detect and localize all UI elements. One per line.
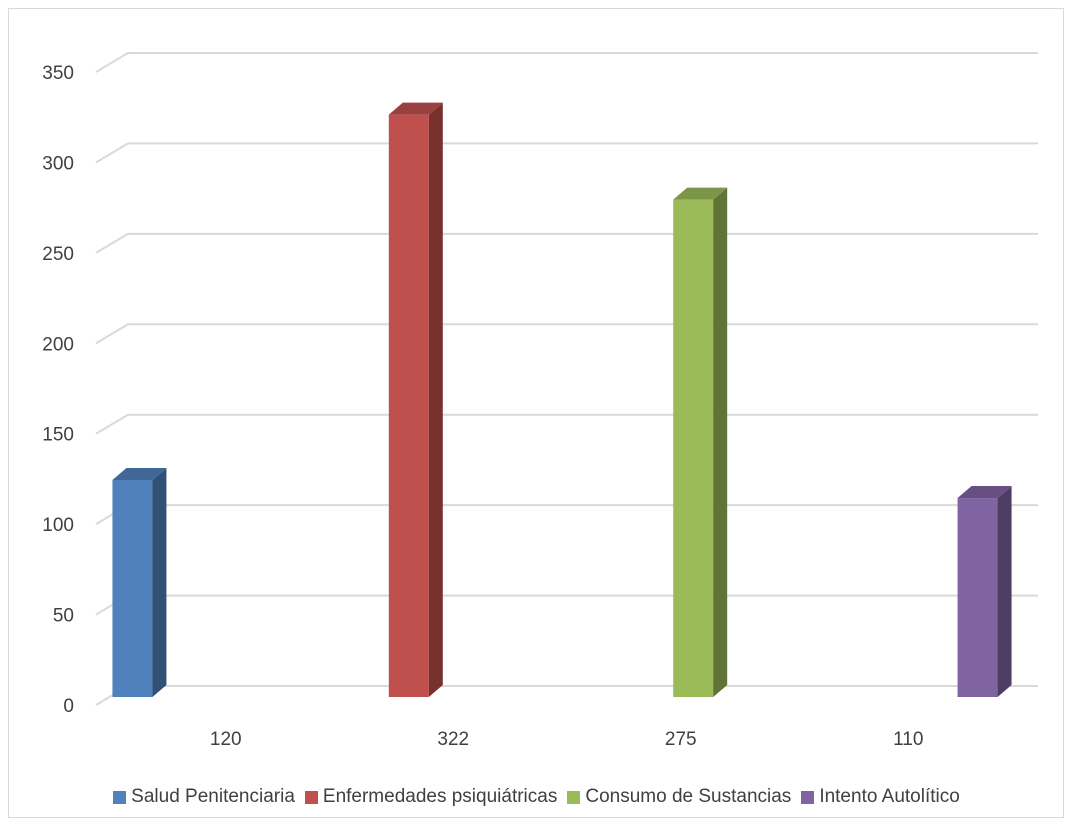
legend-label: Intento Autolítico (819, 786, 960, 807)
gridline (95, 232, 1038, 254)
chart-legend: Salud Penitenciaria Enfermedades psiquiát… (0, 782, 1073, 812)
bar-side (713, 187, 728, 697)
gridline (95, 594, 1038, 616)
bar-top (388, 102, 443, 115)
gridline (95, 685, 1038, 706)
y-tick-label: 100 (42, 515, 74, 536)
legend-swatch (304, 790, 318, 804)
gridline (95, 52, 1038, 73)
bar-side (428, 102, 443, 697)
legend-item: Consumo de Sustancias (567, 786, 791, 808)
gridline (95, 413, 1038, 435)
legend-swatch (801, 790, 815, 804)
legend-swatch (567, 790, 581, 804)
gridline (95, 323, 1038, 345)
bar-front (957, 498, 998, 697)
legend-item: Intento Autolítico (801, 786, 960, 808)
legend-label: Enfermedades psiquiátricas (322, 786, 558, 807)
gridline (95, 142, 1038, 164)
y-tick-label: 150 (42, 425, 74, 446)
bar-side (997, 486, 1012, 697)
x-tick-label: 120 (210, 729, 242, 750)
y-tick-label: 300 (42, 153, 74, 174)
bar-side (152, 467, 167, 697)
y-tick-label: 0 (63, 696, 74, 717)
bar-top (673, 187, 728, 200)
y-tick-label: 50 (53, 606, 74, 627)
y-tick-label: 200 (42, 334, 74, 355)
bar-top (957, 486, 1012, 499)
bar-top (112, 467, 167, 480)
bar-front (673, 199, 714, 697)
legend-item: Enfermedades psiquiátricas (304, 786, 558, 808)
legend-label: Salud Penitenciaria (131, 786, 295, 807)
x-tick-label: 110 (893, 729, 923, 750)
bar-front (112, 479, 153, 697)
y-tick-label: 350 (42, 63, 74, 84)
y-tick-label: 250 (42, 244, 74, 265)
bar-front (388, 114, 429, 697)
legend-label: Consumo de Sustancias (585, 786, 792, 807)
x-tick-label: 275 (665, 729, 697, 750)
legend-item: Salud Penitenciaria (113, 786, 295, 808)
x-tick-label: 322 (437, 729, 469, 750)
gridline (95, 504, 1038, 526)
legend-swatch (113, 790, 127, 804)
